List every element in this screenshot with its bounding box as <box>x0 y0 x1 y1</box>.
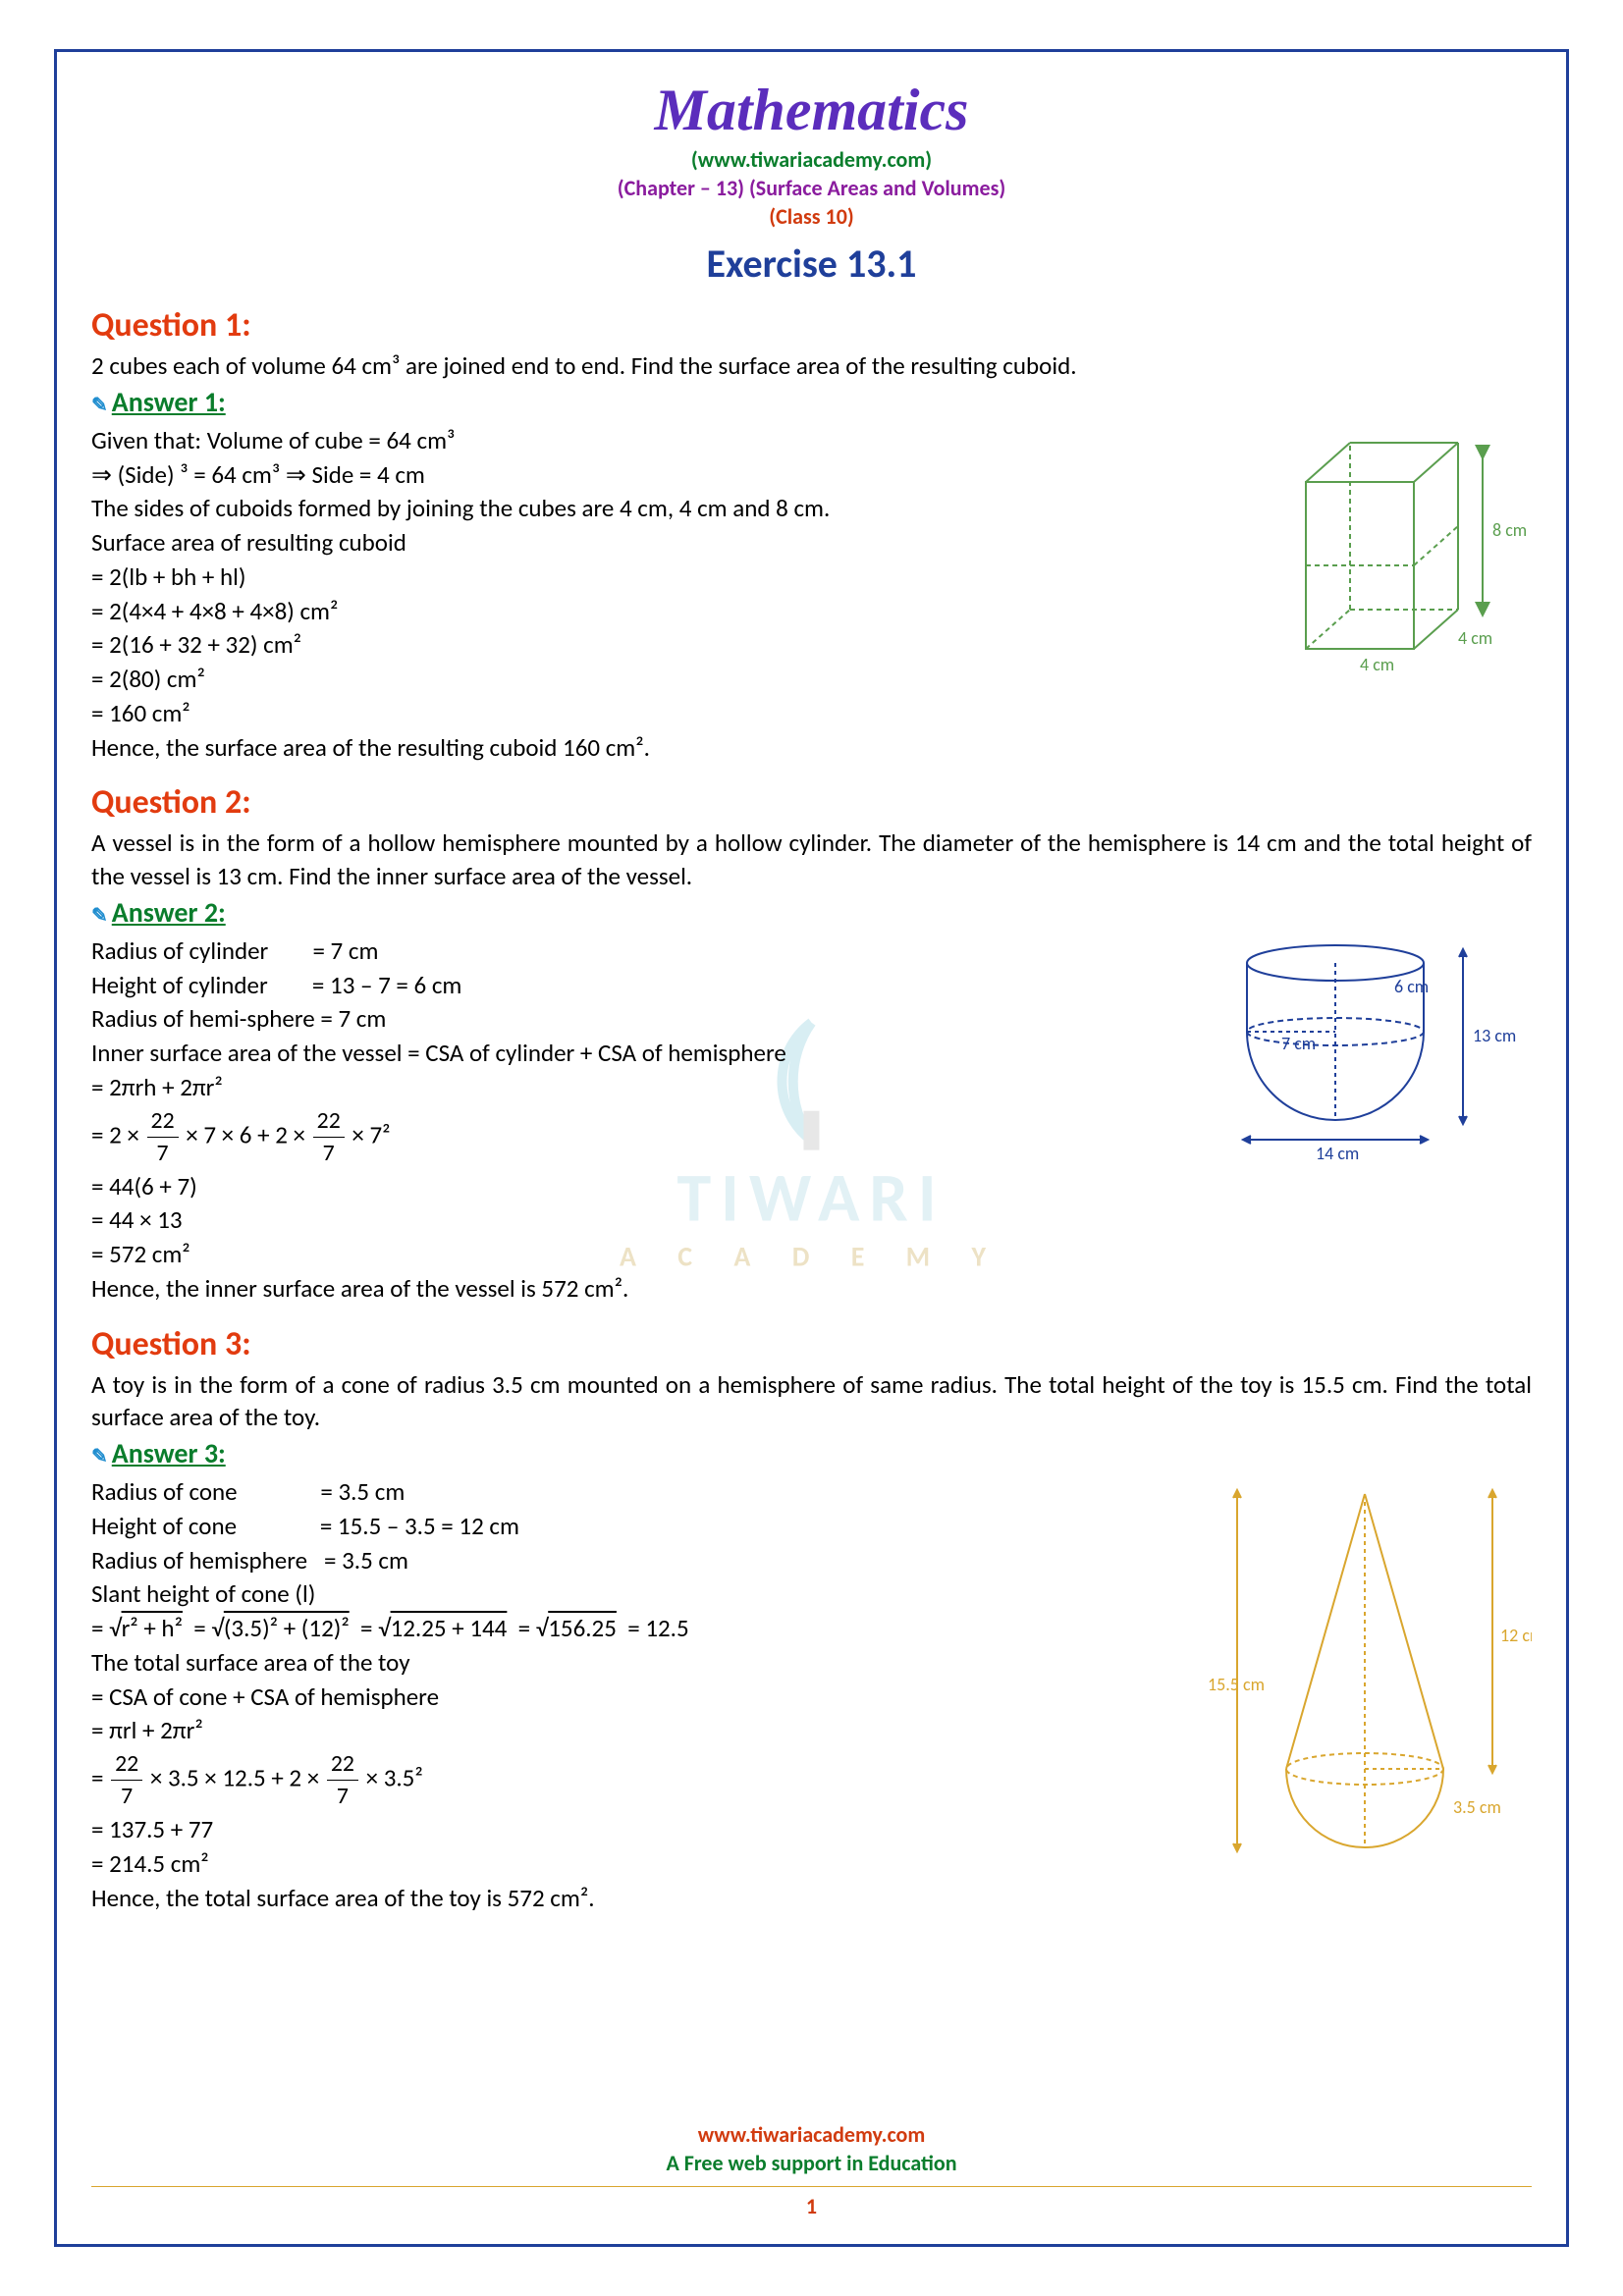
question3-text: A toy is in the form of a cone of radius… <box>91 1368 1532 1435</box>
class-line: (Class 10) <box>91 203 1532 230</box>
footer-tagline: A Free web support in Education <box>91 2150 1532 2176</box>
website-line: (www.tiwariacademy.com) <box>91 146 1532 173</box>
svg-text:3.5 cm: 3.5 cm <box>1453 1796 1501 1818</box>
answer2-heading: Answer 2: <box>91 895 1532 930</box>
answer3-heading: Answer 3: <box>91 1436 1532 1470</box>
question2-heading: Question 2: <box>91 782 1532 823</box>
svg-text:12 cm: 12 cm <box>1500 1625 1532 1646</box>
svg-text:4 cm: 4 cm <box>1360 654 1394 675</box>
question2-text: A vessel is in the form of a hollow hemi… <box>91 827 1532 893</box>
svg-text:15.5 cm: 15.5 cm <box>1208 1674 1265 1695</box>
toy-diagram: 15.5 cm 12 cm 3.5 cm <box>1208 1474 1532 1915</box>
cuboid-diagram: 4 cm 4 cm 8 cm <box>1276 423 1532 766</box>
vessel-diagram: 7 cm 6 cm 13 cm 14 cm <box>1227 934 1532 1307</box>
page-title: Mathematics <box>91 77 1532 144</box>
page-number: 1 <box>91 2193 1532 2219</box>
answer1-heading: Answer 1: <box>91 385 1532 419</box>
footer-url: www.tiwariacademy.com <box>91 2121 1532 2148</box>
question3-heading: Question 3: <box>91 1324 1532 1364</box>
answer2-body: Radius of cylinder = 7 cm Height of cyli… <box>91 934 1208 1307</box>
answer3-body: Radius of cone = 3.5 cm Height of cone =… <box>91 1474 1188 1915</box>
svg-text:14 cm: 14 cm <box>1316 1143 1359 1159</box>
svg-text:7 cm: 7 cm <box>1281 1033 1316 1054</box>
question1-heading: Question 1: <box>91 305 1532 346</box>
question1-text: 2 cubes each of volume 64 cm³ are joined… <box>91 349 1532 383</box>
answer1-body: Given that: Volume of cube = 64 cm³ ⇒ (S… <box>91 423 1257 766</box>
svg-text:6 cm: 6 cm <box>1394 976 1429 997</box>
page-footer: www.tiwariacademy.com A Free web support… <box>91 2121 1532 2219</box>
svg-text:13 cm: 13 cm <box>1473 1025 1516 1046</box>
exercise-heading: Exercise 13.1 <box>91 240 1532 288</box>
chapter-line: (Chapter – 13) (Surface Areas and Volume… <box>91 175 1532 201</box>
svg-text:4 cm: 4 cm <box>1458 627 1492 649</box>
svg-text:8 cm: 8 cm <box>1492 519 1527 541</box>
